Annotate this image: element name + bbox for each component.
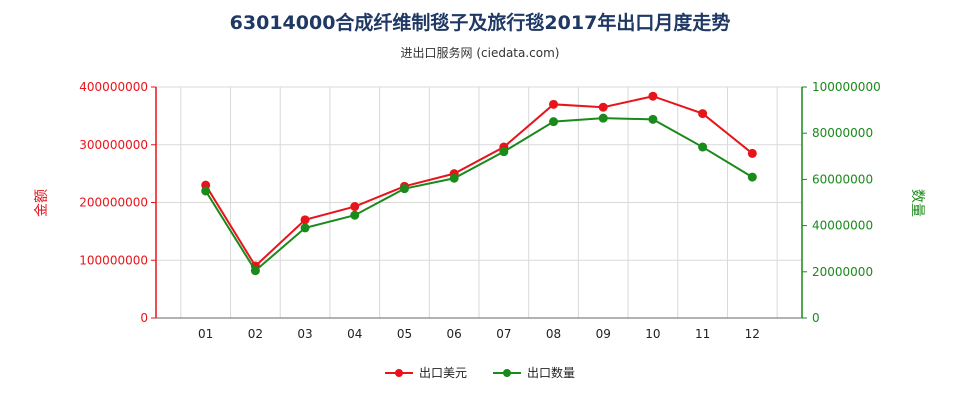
x-tick-label: 01: [198, 327, 213, 341]
data-point-export-qty[interactable]: [449, 173, 459, 183]
x-tick-label: 06: [447, 327, 462, 341]
x-tick-label: 04: [347, 327, 362, 341]
right-tick-label: 40000000: [812, 219, 873, 233]
legend-label-export-usd: 出口美元: [418, 366, 467, 380]
legend: 出口美元 出口数量: [0, 364, 960, 381]
data-point-export-usd[interactable]: [648, 91, 658, 101]
data-point-export-qty[interactable]: [499, 147, 509, 157]
x-tick-label: 10: [645, 327, 660, 341]
left-axis-ticks: 0 100000000 200000000 300000000 400000000: [79, 80, 156, 325]
right-tick-label: 20000000: [812, 265, 873, 279]
legend-item-export-qty[interactable]: 出口数量: [493, 364, 575, 381]
series-group: [201, 91, 757, 276]
data-point-export-qty[interactable]: [549, 117, 559, 127]
data-point-export-qty[interactable]: [598, 113, 608, 123]
right-axis-ticks: 0 20000000 40000000 60000000 80000000 1000000…: [802, 80, 881, 325]
data-point-export-qty[interactable]: [698, 142, 708, 152]
right-tick-label: 0: [812, 311, 820, 325]
chart-subtitle: 进出口服务网 (ciedata.com): [400, 46, 560, 60]
x-tick-label: 07: [496, 327, 511, 341]
left-tick-label: 300000000: [79, 138, 148, 152]
x-tick-label: 09: [596, 327, 611, 341]
data-point-export-usd[interactable]: [598, 102, 608, 112]
chart-title: 63014000合成纤维制毯子及旅行毯2017年出口月度走势: [229, 12, 731, 34]
legend-label-export-qty: 出口数量: [527, 366, 576, 380]
x-tick-label: 11: [695, 327, 710, 341]
x-tick-label: 05: [397, 327, 412, 341]
data-point-export-usd[interactable]: [698, 109, 708, 119]
data-point-export-qty[interactable]: [201, 186, 211, 196]
x-tick-label: 12: [745, 327, 760, 341]
legend-item-export-usd[interactable]: 出口美元: [384, 364, 467, 381]
left-tick-label: 100000000: [79, 253, 148, 267]
data-point-export-qty[interactable]: [747, 172, 757, 182]
series-line-export-qty: [204, 117, 753, 273]
x-tick-label: 02: [248, 327, 263, 341]
data-point-export-usd[interactable]: [747, 148, 757, 158]
right-tick-label: 60000000: [812, 172, 873, 186]
right-tick-label: 100000000: [812, 80, 881, 94]
data-point-export-qty[interactable]: [350, 210, 360, 220]
left-tick-label: 400000000: [79, 80, 148, 94]
left-tick-label: 0: [140, 311, 148, 325]
grid-lines: [156, 86, 802, 319]
x-tick-label: 08: [546, 327, 561, 341]
left-tick-label: 200000000: [79, 196, 148, 210]
right-axis-label: 数量: [909, 189, 925, 217]
data-point-export-usd[interactable]: [549, 99, 559, 109]
series-line-export-usd: [204, 95, 753, 268]
data-point-export-usd[interactable]: [300, 215, 310, 225]
x-tick-label: 03: [297, 327, 312, 341]
data-point-export-qty[interactable]: [399, 184, 409, 194]
right-tick-label: 80000000: [812, 126, 873, 140]
left-axis-label: 金额: [34, 189, 50, 217]
x-axis-ticks: 01 02 03 04 05 06 07 08 09 10 11 12: [198, 327, 760, 341]
data-point-export-qty[interactable]: [250, 266, 260, 276]
data-point-export-qty[interactable]: [300, 223, 310, 233]
data-point-export-usd[interactable]: [350, 202, 360, 212]
legend-swatch-green: [493, 367, 521, 379]
data-point-export-qty[interactable]: [648, 114, 658, 124]
legend-swatch-red: [384, 367, 413, 379]
